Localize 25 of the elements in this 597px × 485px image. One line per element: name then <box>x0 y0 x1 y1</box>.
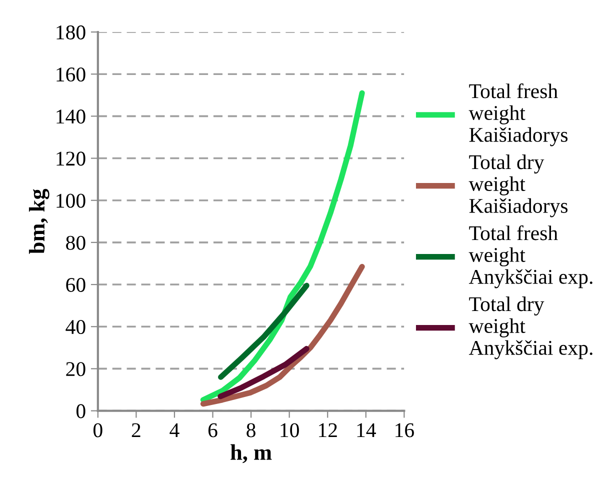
y-tick-label: 40 <box>66 320 86 334</box>
y-tick-label: 140 <box>56 110 86 124</box>
y-tick-label: 60 <box>66 278 86 292</box>
legend-label: Total fresh weight Anykščiai exp. <box>468 225 592 288</box>
x-tick-label: 8 <box>246 423 256 438</box>
x-tick-label: 4 <box>170 423 180 438</box>
legend-label: Total fresh weight Kaišiadorys <box>468 83 568 146</box>
x-tick-label: 2 <box>132 423 140 438</box>
y-tick-label: 100 <box>56 194 86 208</box>
x-tick-label: 6 <box>208 423 218 438</box>
y-axis-title: bm, kg <box>28 188 50 254</box>
y-tick-label: 160 <box>56 67 86 82</box>
y-tick-label: 0 <box>76 404 86 418</box>
y-tick-label: 80 <box>66 236 86 250</box>
legend-label: Total dry weight Kaišiadorys <box>468 154 568 218</box>
x-tick-label: 0 <box>93 423 102 438</box>
x-tick-label: 14 <box>357 423 376 438</box>
x-tick-label: 12 <box>319 423 337 438</box>
y-tick-label: 120 <box>56 152 86 166</box>
legend-label: Total dry weight Anykščiai exp. <box>468 296 592 360</box>
y-tick-label: 20 <box>66 362 86 376</box>
x-axis-title: h, m <box>230 444 272 464</box>
x-tick-label: 16 <box>396 423 414 438</box>
y-tick-label: 180 <box>56 25 86 40</box>
x-tick-label: 10 <box>280 423 299 438</box>
